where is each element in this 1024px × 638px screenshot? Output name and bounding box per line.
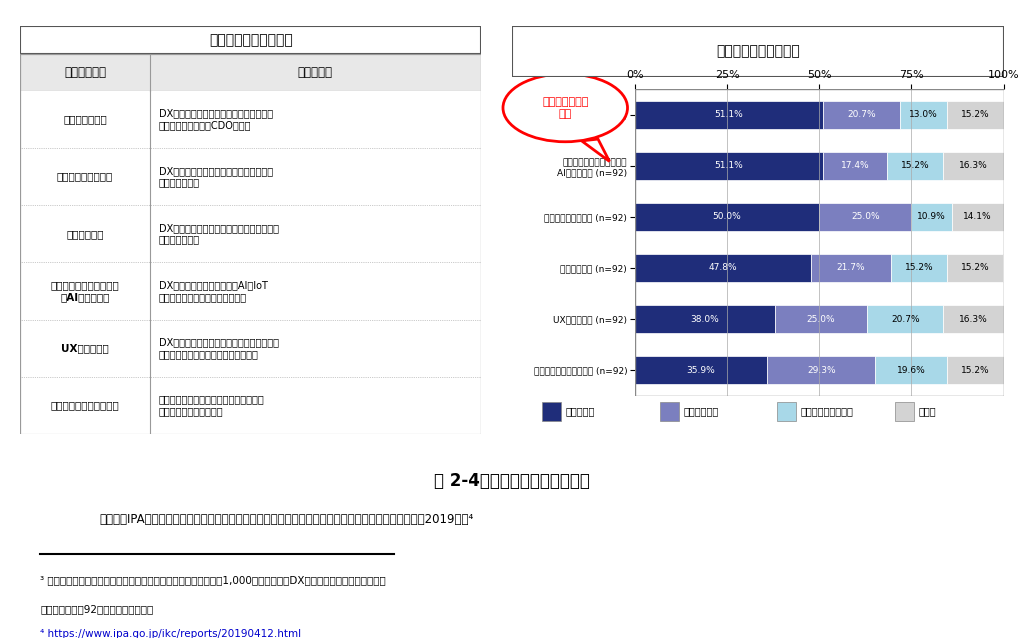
FancyBboxPatch shape (20, 54, 481, 91)
Text: 図 2-4　デジタル人材の定義例: 図 2-4 デジタル人材の定義例 (434, 472, 590, 490)
Bar (811, 254, 891, 282)
Bar (947, 254, 1004, 282)
FancyBboxPatch shape (659, 402, 679, 421)
Text: 47.8%: 47.8% (709, 263, 737, 272)
FancyBboxPatch shape (20, 376, 481, 434)
Bar (635, 152, 823, 180)
Text: 15.2%: 15.2% (962, 110, 990, 119)
FancyBboxPatch shape (20, 91, 481, 148)
Text: 21.7%: 21.7% (837, 263, 865, 272)
Text: 10.9%: 10.9% (918, 212, 946, 221)
Text: 13.0%: 13.0% (909, 110, 938, 119)
Bar (888, 152, 943, 180)
Text: DXに関するデジタル技術（AI・IoT
等）やデータ解析に精通した人材: DXに関するデジタル技術（AI・IoT 等）やデータ解析に精通した人材 (159, 280, 267, 302)
Text: 16.3%: 16.3% (959, 161, 988, 170)
Text: 15.2%: 15.2% (901, 161, 930, 170)
Bar (767, 356, 876, 384)
Text: 50.0%: 50.0% (713, 212, 741, 221)
Bar (899, 101, 947, 129)
Text: 25.0%: 25.0% (851, 212, 880, 221)
Text: DXやデジタルビジネスの実現を主導する
リーダー格の人材（CDO含む）: DXやデジタルビジネスの実現を主導する リーダー格の人材（CDO含む） (159, 108, 272, 130)
Bar (635, 101, 823, 129)
Text: 51.1%: 51.1% (715, 161, 743, 170)
Text: 大いに不足: 大いに不足 (565, 406, 595, 417)
Bar (819, 203, 911, 231)
Text: 15.2%: 15.2% (962, 366, 990, 375)
Bar (635, 203, 819, 231)
Text: ビジネスデザイナー: ビジネスデザイナー (57, 172, 113, 182)
Bar (823, 101, 899, 129)
Text: 29.3%: 29.3% (807, 366, 836, 375)
Text: 35.9%: 35.9% (687, 366, 716, 375)
Text: DXやデジタルビジネスに関するシステムを
設計できる人材: DXやデジタルビジネスに関するシステムを 設計できる人材 (159, 223, 279, 244)
Bar (867, 305, 943, 333)
Text: 51.1%: 51.1% (715, 110, 743, 119)
Text: アーキテクト: アーキテクト (67, 229, 103, 239)
Text: 人材の役割: 人材の役割 (298, 66, 333, 79)
Text: 19.6%: 19.6% (897, 366, 926, 375)
Text: ⁴ https://www.ipa.go.jp/ikc/reports/20190412.html: ⁴ https://www.ipa.go.jp/ikc/reports/2019… (40, 629, 301, 638)
Text: 人材の呼称例: 人材の呼称例 (63, 66, 106, 79)
Text: 25.0%: 25.0% (807, 315, 836, 323)
Bar (943, 152, 1004, 180)
Text: それほど不足はない: それほど不足はない (801, 406, 854, 417)
Text: 無回答: 無回答 (919, 406, 936, 417)
Text: エンジニア／プログラマ: エンジニア／プログラマ (50, 400, 120, 410)
Bar (951, 203, 1004, 231)
Text: 査を実施し、92社から回答を得た。: 査を実施し、92社から回答を得た。 (40, 604, 154, 614)
Bar (891, 254, 947, 282)
Circle shape (503, 74, 628, 142)
FancyBboxPatch shape (777, 402, 797, 421)
FancyBboxPatch shape (20, 262, 481, 320)
FancyBboxPatch shape (20, 26, 481, 54)
Text: DXやデジタルビジネスに関するシステムの
ユーザー向けデザインを担当する人材: DXやデジタルビジネスに関するシステムの ユーザー向けデザインを担当する人材 (159, 338, 279, 359)
Text: ある程度不足: ある程度不足 (683, 406, 719, 417)
Text: ³ 同調査では、日本国内の上場企業のうち、従業員数の多い企業1,000社に対して、DXの取組に関するアンケート調: ³ 同調査では、日本国内の上場企業のうち、従業員数の多い企業1,000社に対して… (40, 575, 386, 586)
Text: デジタル人材の不足感: デジタル人材の不足感 (716, 44, 800, 58)
FancyBboxPatch shape (20, 205, 481, 262)
Bar (635, 305, 775, 333)
Text: 16.3%: 16.3% (959, 315, 988, 323)
FancyBboxPatch shape (542, 402, 561, 421)
Text: 38.0%: 38.0% (690, 315, 719, 323)
Text: 20.7%: 20.7% (847, 110, 876, 119)
Text: UXデザイナー: UXデザイナー (61, 343, 109, 353)
Bar (947, 356, 1004, 384)
Bar (947, 101, 1004, 129)
Text: 非常に不足感が
強い: 非常に不足感が 強い (542, 97, 589, 119)
Text: プロデューサー: プロデューサー (63, 114, 106, 124)
Text: 15.2%: 15.2% (961, 263, 989, 272)
Text: 14.1%: 14.1% (964, 212, 992, 221)
Text: DXやデジタルビジネスの企画・立案・推
進等を担う人材: DXやデジタルビジネスの企画・立案・推 進等を担う人材 (159, 166, 272, 188)
Text: 上記以外にデジタルシステムの実装やイ
ンフラ構築等を担う人材: 上記以外にデジタルシステムの実装やイ ンフラ構築等を担う人材 (159, 394, 264, 416)
FancyBboxPatch shape (895, 402, 914, 421)
Text: データサイエンティスト
／AIエンジニア: データサイエンティスト ／AIエンジニア (50, 280, 120, 302)
Bar (823, 152, 888, 180)
Text: デジタル人材の定義例: デジタル人材の定義例 (209, 33, 293, 47)
Bar (635, 254, 811, 282)
Text: （出典）IPA「デジタル・トランスフォーメーション推進人材の機能と役割のあり方に関する調査」（2019年）⁴: （出典）IPA「デジタル・トランスフォーメーション推進人材の機能と役割のあり方に… (99, 513, 473, 526)
Bar (635, 356, 767, 384)
FancyBboxPatch shape (512, 26, 1004, 77)
Text: 15.2%: 15.2% (905, 263, 934, 272)
Text: 17.4%: 17.4% (841, 161, 869, 170)
Bar (775, 305, 867, 333)
Bar (911, 203, 951, 231)
Polygon shape (582, 139, 609, 161)
FancyBboxPatch shape (20, 320, 481, 376)
FancyBboxPatch shape (20, 148, 481, 205)
Bar (876, 356, 947, 384)
Text: 20.7%: 20.7% (891, 315, 920, 323)
Bar (943, 305, 1004, 333)
